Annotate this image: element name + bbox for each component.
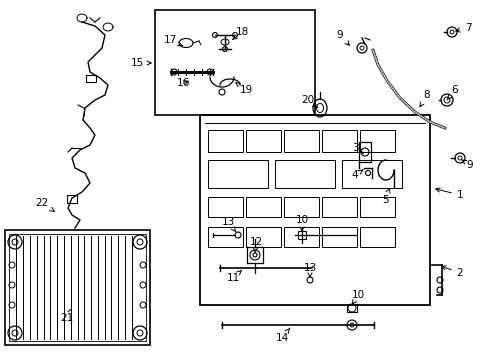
Bar	[200, 115, 430, 305]
Bar	[246, 197, 281, 217]
Bar	[298, 231, 306, 239]
Bar	[275, 160, 335, 188]
Bar	[284, 197, 319, 217]
Text: 19: 19	[236, 83, 253, 95]
Bar	[246, 227, 281, 247]
Bar	[284, 130, 319, 152]
Text: 9: 9	[337, 30, 349, 45]
Bar	[342, 160, 402, 188]
Bar	[9, 234, 146, 341]
Bar	[155, 10, 315, 115]
Text: 10: 10	[295, 215, 309, 231]
Bar	[208, 130, 243, 152]
Bar	[360, 227, 395, 247]
Bar	[67, 195, 77, 203]
Text: 22: 22	[35, 198, 54, 211]
Text: 3: 3	[352, 143, 364, 153]
Text: 8: 8	[420, 90, 430, 107]
Text: 10: 10	[351, 290, 365, 304]
Bar	[322, 227, 357, 247]
Bar	[322, 130, 357, 152]
Bar	[284, 227, 319, 247]
Text: 2: 2	[441, 266, 464, 278]
Bar	[359, 142, 371, 162]
Text: 20: 20	[301, 95, 318, 108]
Bar	[208, 227, 243, 247]
Bar	[208, 160, 268, 188]
Text: 15: 15	[130, 58, 151, 68]
Bar	[246, 130, 281, 152]
Text: 13: 13	[221, 217, 236, 232]
Text: 18: 18	[232, 27, 248, 40]
Text: 7: 7	[456, 23, 471, 33]
Text: 16: 16	[176, 78, 190, 88]
Text: 5: 5	[382, 189, 390, 205]
Text: 13: 13	[303, 263, 317, 277]
Bar	[5, 230, 150, 345]
Text: 11: 11	[226, 270, 242, 283]
Text: 12: 12	[249, 237, 263, 253]
Text: 4: 4	[352, 170, 364, 180]
Bar	[208, 197, 243, 217]
Text: 21: 21	[60, 309, 74, 323]
Text: 6: 6	[447, 85, 458, 100]
Bar	[360, 197, 395, 217]
Bar	[347, 304, 357, 312]
Text: 17: 17	[163, 35, 182, 46]
Bar	[360, 130, 395, 152]
Text: 14: 14	[275, 328, 290, 343]
Text: 9: 9	[462, 159, 473, 170]
Bar	[322, 197, 357, 217]
Text: 1: 1	[436, 188, 464, 200]
Bar	[86, 75, 96, 82]
